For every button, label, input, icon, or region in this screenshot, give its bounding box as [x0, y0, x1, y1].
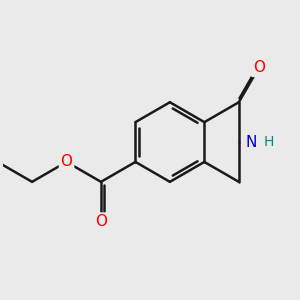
Text: O: O: [61, 154, 73, 169]
Text: H: H: [263, 135, 274, 149]
Text: O: O: [253, 60, 265, 75]
Text: N: N: [246, 134, 257, 149]
Text: O: O: [95, 214, 107, 229]
